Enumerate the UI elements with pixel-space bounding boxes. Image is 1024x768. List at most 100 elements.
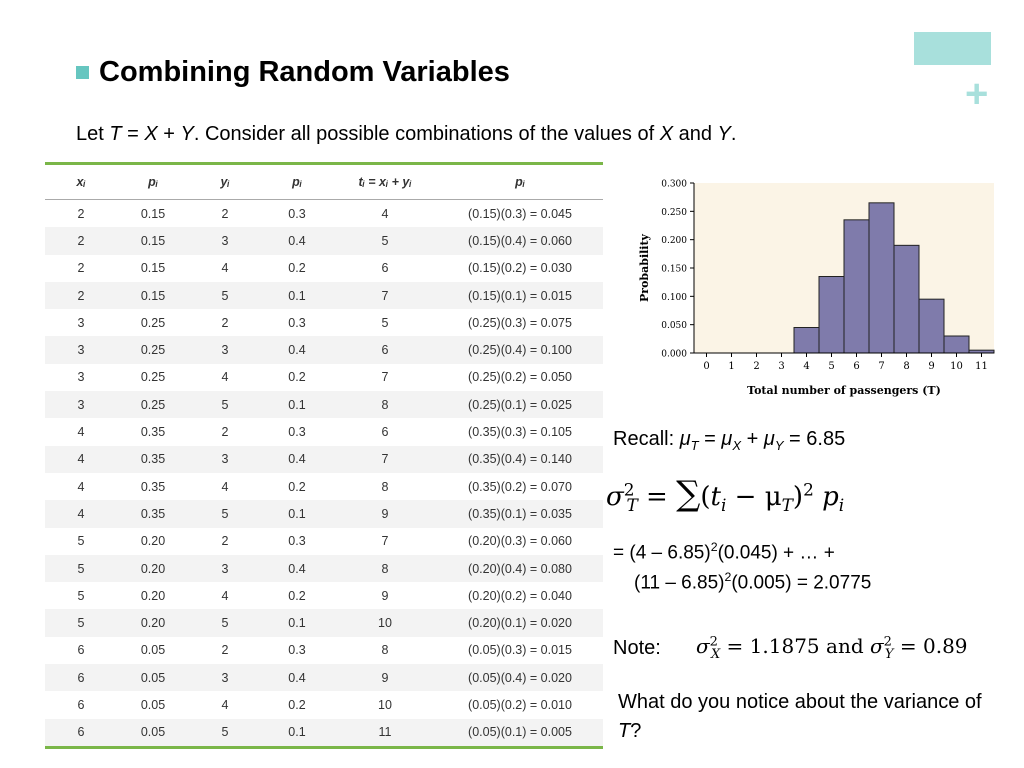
table-cell: 0.25: [140, 315, 166, 330]
table-cell: 0.2: [288, 479, 306, 494]
table-cell: 2: [77, 206, 85, 221]
table-cell: 0.4: [261, 227, 333, 255]
table-bottom-rule: [45, 745, 603, 749]
table-cell: 5: [189, 609, 261, 637]
table-cell: 5: [189, 500, 261, 528]
table-cell: 5: [333, 227, 437, 255]
table-cell: (0.15)(0.2) = 0.030: [468, 261, 572, 276]
table-cell: (0.25)(0.3) = 0.075: [468, 315, 572, 330]
header-y: yᵢ: [189, 165, 261, 200]
table-row: 6 0.05 5 0.1 11 (0.05)(0.1) = 0.005: [45, 718, 603, 746]
table-row: 2 0.15 4 0.2 6 (0.15)(0.2) = 0.030: [45, 255, 603, 282]
x-tick-label: 6: [853, 361, 859, 372]
table-cell: 9: [381, 588, 389, 603]
intro-sentence: Let T = X + Y. Consider all possible com…: [76, 123, 737, 145]
table-cell: 0.05: [140, 643, 166, 658]
table-cell: (0.25)(0.1) = 0.025: [437, 391, 603, 419]
table-cell: (0.25)(0.4) = 0.100: [437, 336, 603, 364]
note-label: Note:: [613, 637, 661, 659]
table-cell: 3: [189, 445, 261, 473]
table-cell: 7: [333, 445, 437, 473]
x-tick-label: 8: [903, 361, 909, 372]
table-cell: 0.4: [261, 445, 333, 473]
table-cell: 5: [381, 315, 389, 330]
table-cell: 2: [45, 281, 117, 310]
table-cell: 0.35: [140, 479, 166, 494]
table-row: 6 0.05 2 0.3 8 (0.05)(0.3) = 0.015: [45, 637, 603, 664]
table-cell: 0.20: [117, 554, 189, 583]
histogram-bar: [793, 327, 820, 354]
decorative-plus-icon: +: [965, 72, 989, 116]
table-cell: (0.20)(0.3) = 0.060: [468, 534, 572, 549]
table-cell: 2: [221, 425, 229, 440]
table-cell: 9: [333, 664, 437, 692]
x-tick-label: 3: [778, 361, 784, 372]
table-cell: 0.2: [288, 370, 306, 385]
decorative-teal-rectangle: [914, 32, 991, 65]
table-cell: 8: [333, 391, 437, 419]
table-cell: 0.3: [288, 315, 306, 330]
table-cell: 9: [333, 500, 437, 528]
table-cell: 2: [77, 261, 85, 276]
x-tick-label: 0: [703, 361, 709, 372]
table-row: 2 0.15 5 0.1 7 (0.15)(0.1) = 0.015: [45, 281, 603, 310]
table-row: 2 0.15 3 0.4 5 (0.15)(0.4) = 0.060: [45, 227, 603, 255]
table-cell: 2: [221, 315, 229, 330]
y-tick-label: 0.300: [661, 180, 687, 190]
table-cell: 10: [378, 697, 392, 712]
table-cell: 5: [189, 281, 261, 310]
table-row: 5 0.20 3 0.4 8 (0.20)(0.4) = 0.080: [45, 554, 603, 583]
combinations-table: xᵢ pᵢ yᵢ pᵢ tᵢ = xᵢ + yᵢ pᵢ 2 0.15 2 0.3 4 (0…: [45, 162, 603, 749]
table-cell: 4: [221, 697, 229, 712]
table-cell: 6: [77, 643, 85, 658]
x-axis-label: Total number of passengers (T): [747, 384, 941, 397]
table-cell: (0.20)(0.4) = 0.080: [437, 554, 603, 583]
table-cell: (0.20)(0.2) = 0.040: [468, 588, 572, 603]
table-row: 5 0.20 5 0.1 10 (0.20)(0.1) = 0.020: [45, 609, 603, 637]
table-cell: (0.35)(0.3) = 0.105: [468, 425, 572, 440]
table-cell: 6: [381, 261, 389, 276]
table-cell: 0.1: [261, 718, 333, 746]
table-cell: (0.15)(0.4) = 0.060: [437, 227, 603, 255]
y-tick-label: 0.100: [661, 293, 687, 303]
table-cell: 4: [381, 206, 389, 221]
table-cell: 0.3: [288, 425, 306, 440]
header-py: pᵢ: [261, 165, 333, 200]
table-cell: 5: [45, 609, 117, 637]
table-cell: 0.15: [117, 227, 189, 255]
x-tick-label: 5: [828, 361, 834, 372]
table-cell: 7: [381, 370, 389, 385]
table-cell: 4: [221, 588, 229, 603]
header-t: tᵢ = xᵢ + yᵢ: [333, 165, 437, 200]
table-cell: 0.05: [117, 664, 189, 692]
table-cell: 5: [45, 554, 117, 583]
histogram-bar: [893, 244, 920, 354]
table-cell: 4: [77, 425, 85, 440]
table-cell: 3: [45, 336, 117, 364]
table-cell: 0.35: [117, 500, 189, 528]
table-cell: 8: [333, 554, 437, 583]
table-cell: 10: [333, 609, 437, 637]
table-cell: (0.15)(0.3) = 0.045: [468, 206, 572, 221]
variance-formula: σ2T = ∑(ti − μT)2 pi: [606, 474, 845, 516]
header-x: xᵢ: [45, 165, 117, 200]
histogram-bar: [918, 298, 945, 354]
table-cell: 11: [333, 718, 437, 746]
table-cell: 0.2: [288, 697, 306, 712]
table-cell: 3: [189, 554, 261, 583]
table-cell: 8: [381, 479, 389, 494]
calc-line-2: (11 – 6.85)2(0.005) = 2.0775: [634, 570, 872, 594]
table-cell: 7: [333, 281, 437, 310]
table-cell: 3: [45, 391, 117, 419]
table-cell: 5: [77, 534, 85, 549]
table-row: 3 0.25 3 0.4 6 (0.25)(0.4) = 0.100: [45, 336, 603, 364]
table-cell: 8: [381, 643, 389, 658]
table-cell: 0.20: [140, 534, 166, 549]
table-row: 6 0.05 4 0.2 10 (0.05)(0.2) = 0.010: [45, 691, 603, 718]
histogram-bar: [868, 202, 895, 354]
table-cell: 3: [77, 370, 85, 385]
table-cell: 6: [45, 718, 117, 746]
table-cell: 0.4: [261, 664, 333, 692]
table-row: 4 0.35 3 0.4 7 (0.35)(0.4) = 0.140: [45, 445, 603, 473]
header-px: pᵢ: [117, 165, 189, 200]
